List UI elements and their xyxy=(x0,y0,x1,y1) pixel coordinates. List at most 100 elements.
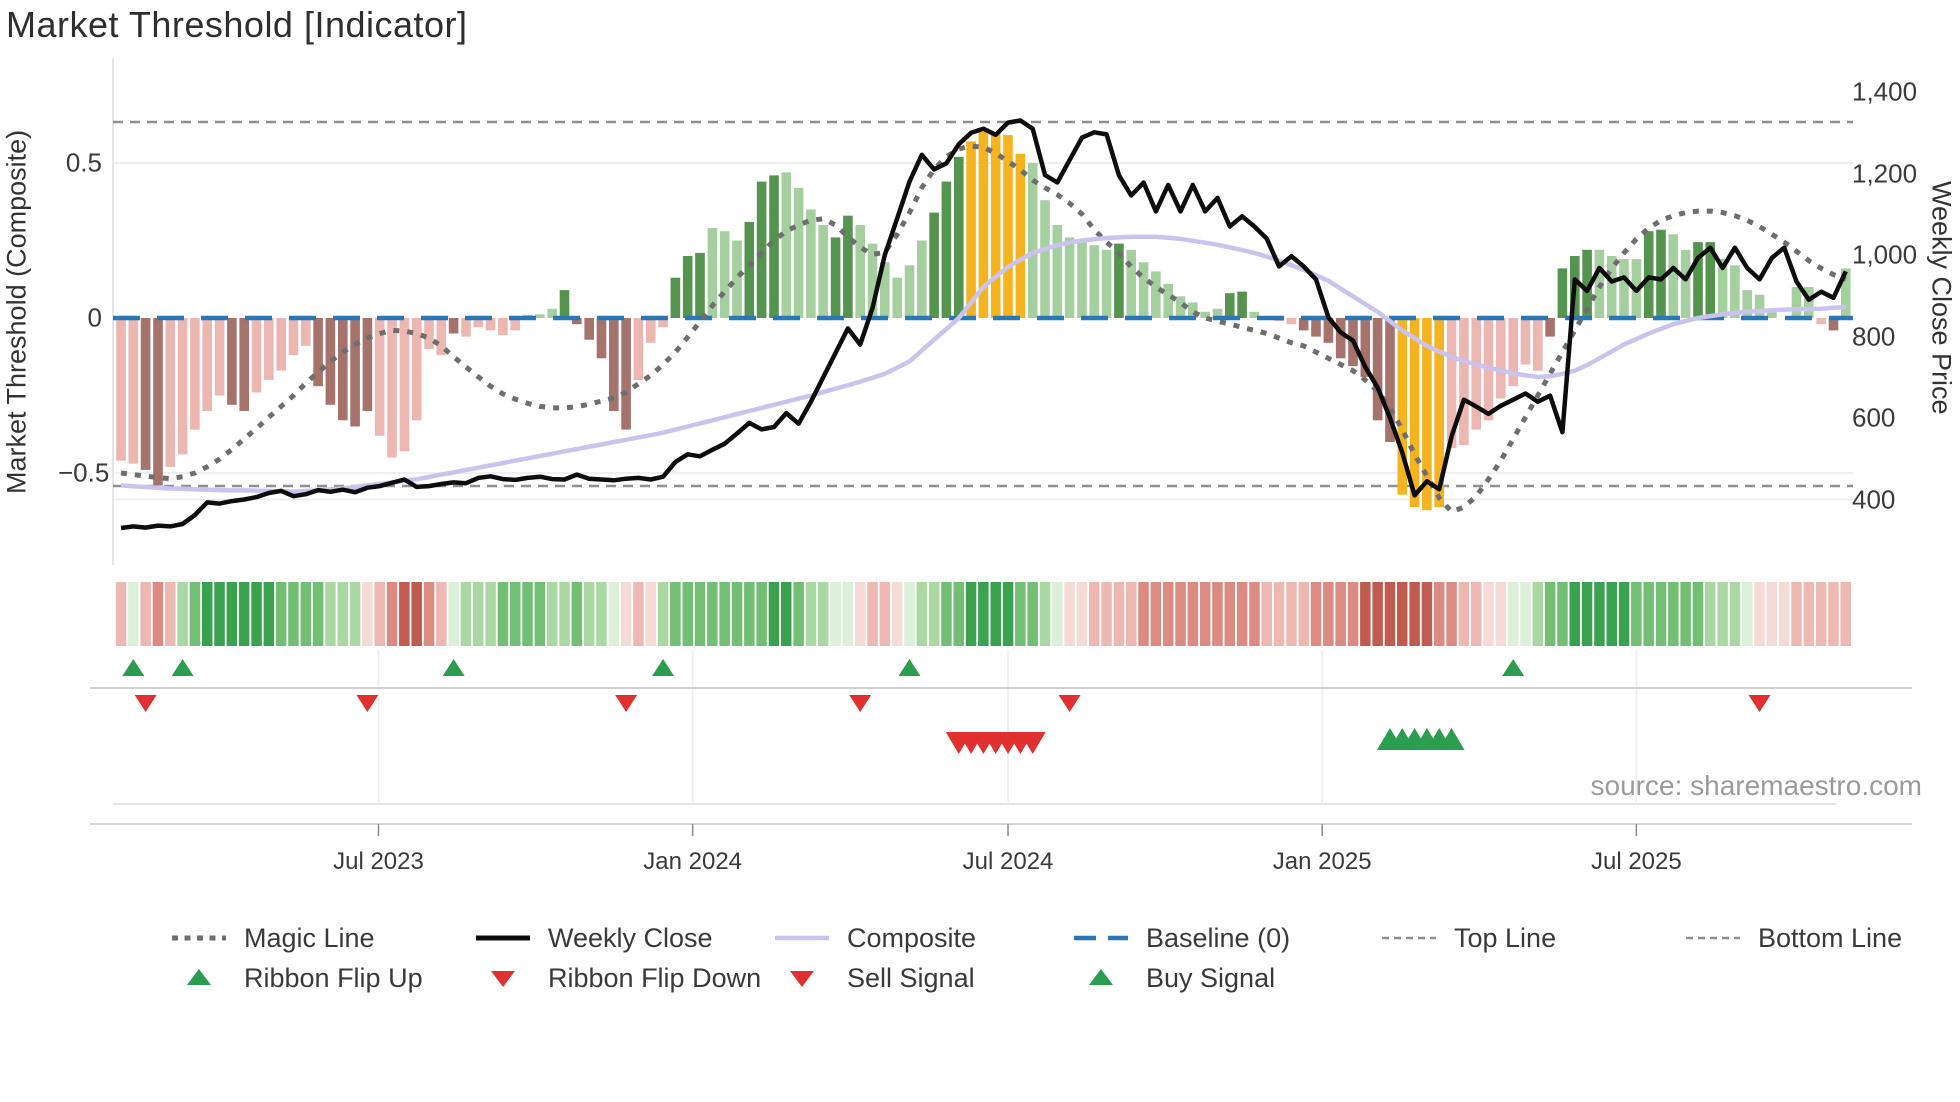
legend-label: Ribbon Flip Down xyxy=(548,962,762,993)
threshold-bar xyxy=(1175,296,1186,318)
ribbon-stripe xyxy=(1261,582,1272,646)
solid-black-legend-icon xyxy=(476,935,530,941)
threshold-bar xyxy=(214,318,225,396)
threshold-bar xyxy=(682,256,693,318)
threshold-bar xyxy=(251,318,262,393)
dashed-gray-legend-icon xyxy=(1686,936,1740,940)
triangle-up-legend-icon xyxy=(187,969,211,985)
ribbon-stripe xyxy=(941,582,952,646)
ribbon-stripe xyxy=(165,582,176,646)
threshold-bar xyxy=(301,318,311,346)
ribbon-stripe xyxy=(300,582,312,646)
ribbon-stripe xyxy=(1668,582,1679,646)
left-tick-label: −0.5 xyxy=(58,457,110,488)
ribbon-stripe xyxy=(1199,582,1211,646)
legend-label: Sell Signal xyxy=(847,962,975,993)
ribbon-stripe xyxy=(1335,582,1346,646)
threshold-bar xyxy=(448,318,459,334)
ribbon-stripe xyxy=(1581,582,1593,646)
ribbon-stripe xyxy=(473,582,484,646)
ribbon-stripe xyxy=(793,582,804,646)
threshold-bar xyxy=(1286,318,1297,325)
threshold-bar xyxy=(288,318,299,356)
ribbon-flip-up-icon xyxy=(652,659,675,676)
ribbon-stripe xyxy=(682,582,693,646)
threshold-bar xyxy=(559,290,570,318)
threshold-bar xyxy=(1717,259,1728,318)
ribbon-stripe xyxy=(1015,582,1026,646)
threshold-bar xyxy=(1434,318,1444,508)
threshold-bar xyxy=(633,318,644,380)
threshold-bar xyxy=(116,318,126,461)
ribbon-stripe xyxy=(633,582,644,646)
ribbon-stripe xyxy=(1557,582,1568,646)
ribbon-stripe xyxy=(448,582,459,646)
ribbon-stripe xyxy=(608,582,619,646)
weekly-close-line xyxy=(120,118,1848,531)
ribbon-stripe xyxy=(620,582,632,646)
ribbon-stripe xyxy=(115,582,127,646)
triangle-down-legend-icon xyxy=(790,971,814,987)
solid-lavender-icon xyxy=(773,923,831,953)
left-axis-label: Market Threshold (Composite) xyxy=(1,129,32,495)
ribbon-stripe xyxy=(411,582,422,646)
right-tick-label: 800 xyxy=(1852,321,1896,351)
ribbon-stripe xyxy=(1372,582,1383,646)
ribbon-stripe xyxy=(399,582,410,646)
ribbon-stripe xyxy=(349,582,361,646)
ribbon-stripe xyxy=(768,582,780,646)
ribbon-stripe xyxy=(855,582,866,646)
ribbon-stripe xyxy=(251,582,262,646)
threshold-bar xyxy=(1668,234,1679,318)
ribbon-stripe xyxy=(1212,582,1223,646)
legend-label: Weekly Close xyxy=(548,922,713,953)
threshold-bar xyxy=(1533,318,1543,371)
threshold-bar xyxy=(1225,293,1235,318)
ribbon-stripe xyxy=(1803,582,1815,646)
ribbon-stripe xyxy=(1163,582,1174,646)
threshold-bar xyxy=(1520,318,1531,365)
right-axis-label: Weekly Close Price xyxy=(1926,181,1957,415)
threshold-bar xyxy=(485,318,496,331)
threshold-bar xyxy=(1040,200,1050,318)
legend-item-magic-line: Magic Line xyxy=(170,918,375,958)
threshold-bar xyxy=(1754,294,1765,319)
threshold-bar xyxy=(461,318,471,337)
ribbon-stripe xyxy=(1631,582,1642,646)
threshold-bar xyxy=(1791,287,1802,318)
right-tick-label: 400 xyxy=(1852,484,1896,514)
threshold-bar xyxy=(1249,311,1260,318)
threshold-bar xyxy=(756,181,767,318)
ribbon-stripe xyxy=(1655,582,1667,646)
ribbon-stripe xyxy=(1532,582,1543,646)
ribbon-stripe xyxy=(1187,582,1199,646)
threshold-bar xyxy=(547,308,557,318)
ribbon-stripe xyxy=(1742,582,1753,646)
ribbon-stripe xyxy=(1754,582,1765,646)
ribbon-flip-up-icon xyxy=(171,659,194,676)
ribbon-stripe xyxy=(1815,582,1827,646)
threshold-bar xyxy=(1188,302,1198,318)
ribbon-stripe xyxy=(867,582,878,646)
threshold-bar xyxy=(1619,259,1629,318)
threshold-bar xyxy=(954,156,964,318)
ribbon-stripe xyxy=(325,582,336,646)
ribbon-stripe xyxy=(140,582,151,646)
ribbon-stripe xyxy=(965,582,977,646)
x-tick-label: Jul 2024 xyxy=(962,848,1054,875)
threshold-bar xyxy=(227,318,237,405)
ribbon-stripe xyxy=(879,582,891,646)
threshold-bar xyxy=(1422,318,1432,511)
ribbon-stripe xyxy=(189,582,201,646)
ribbon-stripe xyxy=(756,582,767,646)
threshold-bar xyxy=(843,215,853,318)
x-tick-label: Jul 2025 xyxy=(1590,848,1682,875)
ribbon-stripe xyxy=(904,582,915,646)
threshold-bar xyxy=(1089,245,1100,318)
legend-item-baseline-0-: Baseline (0) xyxy=(1072,918,1290,958)
ribbon-stripe xyxy=(1273,582,1285,646)
threshold-bar xyxy=(769,175,779,318)
threshold-bar xyxy=(658,318,668,328)
ribbon-stripe xyxy=(1175,582,1186,646)
triangle-up-icon xyxy=(1072,963,1130,993)
